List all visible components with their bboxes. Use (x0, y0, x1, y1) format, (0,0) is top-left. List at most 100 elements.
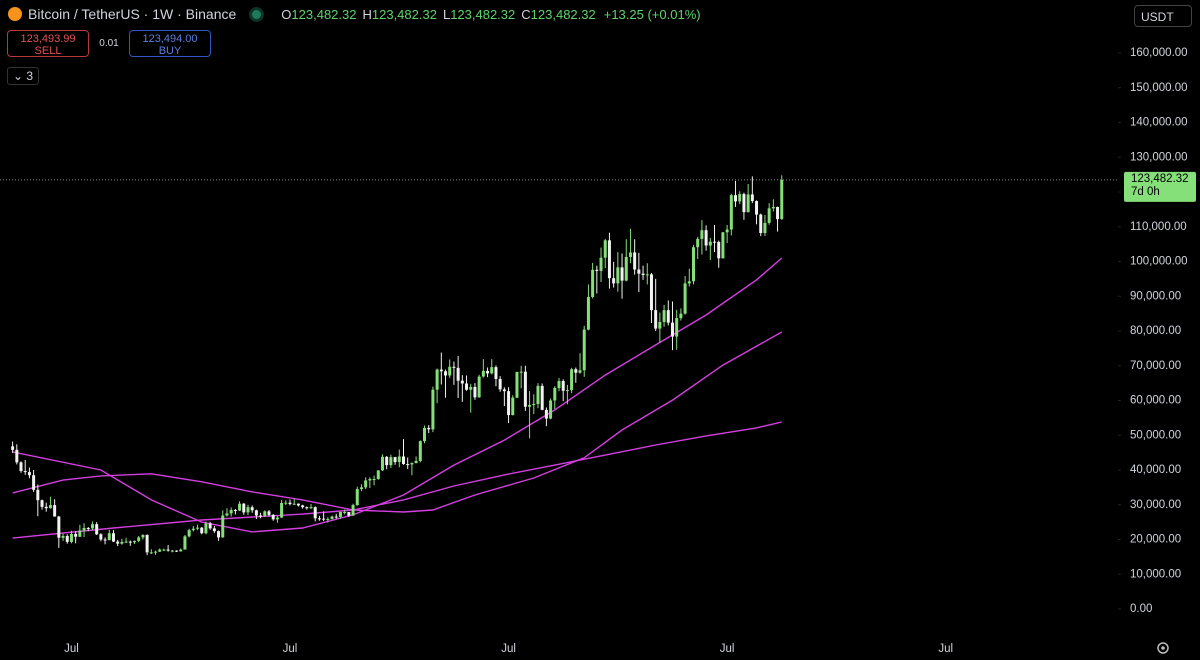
candle-body (477, 376, 481, 398)
candle-body (179, 549, 183, 552)
y-tick-label: 130,000.00 (1130, 151, 1188, 163)
candle-body (132, 540, 136, 543)
candle-body (561, 381, 565, 391)
y-tick-label: 80,000.00 (1130, 325, 1181, 337)
candle-body (700, 230, 704, 239)
candle-body (557, 381, 561, 388)
candle-body (288, 502, 292, 505)
candle-body (633, 252, 637, 270)
candle-body (158, 549, 162, 552)
candle-body (359, 487, 363, 490)
candle-body (767, 208, 771, 223)
market-status (252, 9, 262, 19)
candle-body (23, 471, 27, 473)
candle-body (32, 475, 36, 490)
moving-average (12, 257, 783, 533)
candle-body (191, 528, 195, 531)
countdown: 7d 0h (1131, 186, 1160, 198)
candle-body (607, 240, 611, 279)
candle-body (469, 386, 473, 390)
candle-body (351, 505, 355, 516)
candle-body (162, 549, 166, 551)
candle-body (326, 518, 330, 520)
symbol-title[interactable]: Bitcoin / TetherUS · 1W · Binance (28, 6, 237, 22)
candle-body (599, 257, 603, 271)
candle-body (338, 512, 342, 517)
candle-body (225, 513, 229, 516)
candle-body (48, 505, 52, 509)
candle-body (397, 456, 401, 463)
ohlc-key: C (521, 6, 531, 22)
candle-body (212, 528, 216, 532)
candle-body (603, 240, 607, 258)
ohlc-values: O123,482.32 H123,482.32 L123,482.32 C123,48… (281, 7, 597, 22)
candle-body (183, 536, 187, 550)
y-tick-label: 100,000.00 (1130, 256, 1188, 268)
candle-body (544, 409, 548, 419)
candle-body (742, 194, 746, 213)
candle-body (208, 523, 212, 529)
candle-body (687, 281, 691, 284)
settings-icon-center (1161, 646, 1165, 650)
candle-body (406, 464, 410, 466)
candle-body (267, 511, 271, 515)
candle-body (107, 533, 111, 541)
candle-body (280, 503, 284, 518)
candle-body (175, 550, 179, 552)
ohlc-value: 123,482.32 (530, 6, 596, 22)
candle-body (624, 256, 628, 281)
sell-label: SELL (34, 45, 62, 57)
candle-body (19, 462, 23, 472)
candle-body (271, 514, 275, 520)
candle-body (612, 278, 616, 284)
y-tick-label: 70,000.00 (1130, 360, 1181, 372)
candle-body (246, 507, 250, 513)
candle-body (292, 503, 296, 505)
price-change: +13.25 (+0.01%) (603, 6, 701, 22)
quantity[interactable]: 0.01 (99, 38, 119, 49)
candle-body (86, 528, 90, 530)
currency-select[interactable]: USDT (1134, 5, 1192, 27)
candle-body (69, 533, 73, 542)
candle-body (330, 516, 334, 519)
candle-body (490, 367, 494, 374)
candle-body (53, 505, 57, 517)
candle-body (389, 457, 393, 466)
sell-button[interactable]: 123,493.99 SELL (7, 30, 89, 57)
candle-body (448, 366, 452, 376)
settings-button[interactable] (1157, 642, 1169, 654)
candle-body (662, 310, 666, 322)
candle-body (591, 269, 595, 297)
candle-body (187, 530, 191, 537)
indicators-toggle[interactable]: ⌄ 3 (7, 67, 40, 85)
y-tick-label: 160,000.00 (1130, 47, 1188, 59)
candle-body (90, 524, 94, 529)
candle-body (595, 269, 599, 271)
candle-body (750, 194, 754, 202)
moving-average (12, 421, 782, 539)
candle-body (666, 310, 670, 323)
candle-body (620, 267, 624, 281)
candle-body (763, 222, 767, 234)
candle-body (145, 534, 149, 553)
buy-button[interactable]: 123,494.00 BUY (129, 30, 211, 57)
candle-body (746, 194, 750, 213)
buy-price: 123,494.00 (142, 33, 198, 45)
trade-panel: 123,493.99 SELL 0.01 123,494.00 BUY (7, 30, 211, 57)
candle-body (137, 537, 141, 541)
ohlc-item: L123,482.32 (443, 7, 515, 22)
candle-body (776, 206, 780, 220)
candle-body (11, 446, 15, 450)
candle-body (435, 369, 439, 390)
candle-body (301, 505, 305, 508)
candle-body (221, 515, 225, 538)
candle-body (536, 385, 540, 404)
candle-body (759, 214, 763, 234)
candle-body (393, 457, 397, 463)
candle-body (444, 371, 448, 376)
candle-body (460, 380, 464, 384)
candle-body (423, 427, 427, 442)
candle-body (40, 500, 44, 507)
candle-body (734, 195, 738, 202)
